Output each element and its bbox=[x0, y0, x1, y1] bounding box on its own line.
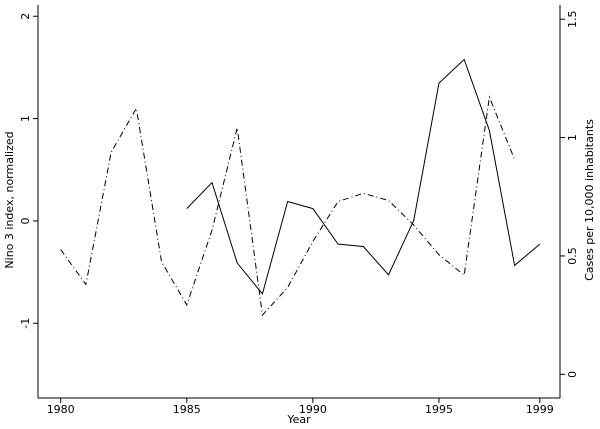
x-tick-label: 1999 bbox=[526, 403, 554, 416]
y-tick-label: -1 bbox=[19, 318, 32, 329]
x-tick-label: 1985 bbox=[173, 403, 201, 416]
x-tick-label: 1980 bbox=[47, 403, 75, 416]
y2-tick-label: 0.5 bbox=[566, 247, 579, 265]
y-axis-label: Nino 3 index, normalized bbox=[3, 131, 16, 268]
y2-axis-label: Cases per 10,000 inhabitants bbox=[583, 119, 596, 281]
y-tick-label: 1 bbox=[19, 115, 32, 122]
y2-tick-label: 0 bbox=[566, 371, 579, 378]
y2-tick-label: 1.5 bbox=[566, 10, 579, 28]
x-tick-label: 1990 bbox=[299, 403, 327, 416]
y2-tick-label: 1 bbox=[566, 134, 579, 141]
y-tick-label: 0 bbox=[19, 217, 32, 224]
x-tick-label: 1995 bbox=[425, 403, 453, 416]
data-line bbox=[186, 58, 541, 295]
y-tick-label: 2 bbox=[19, 13, 32, 20]
x-axis-label: Year bbox=[286, 413, 311, 426]
data-line bbox=[60, 95, 516, 317]
